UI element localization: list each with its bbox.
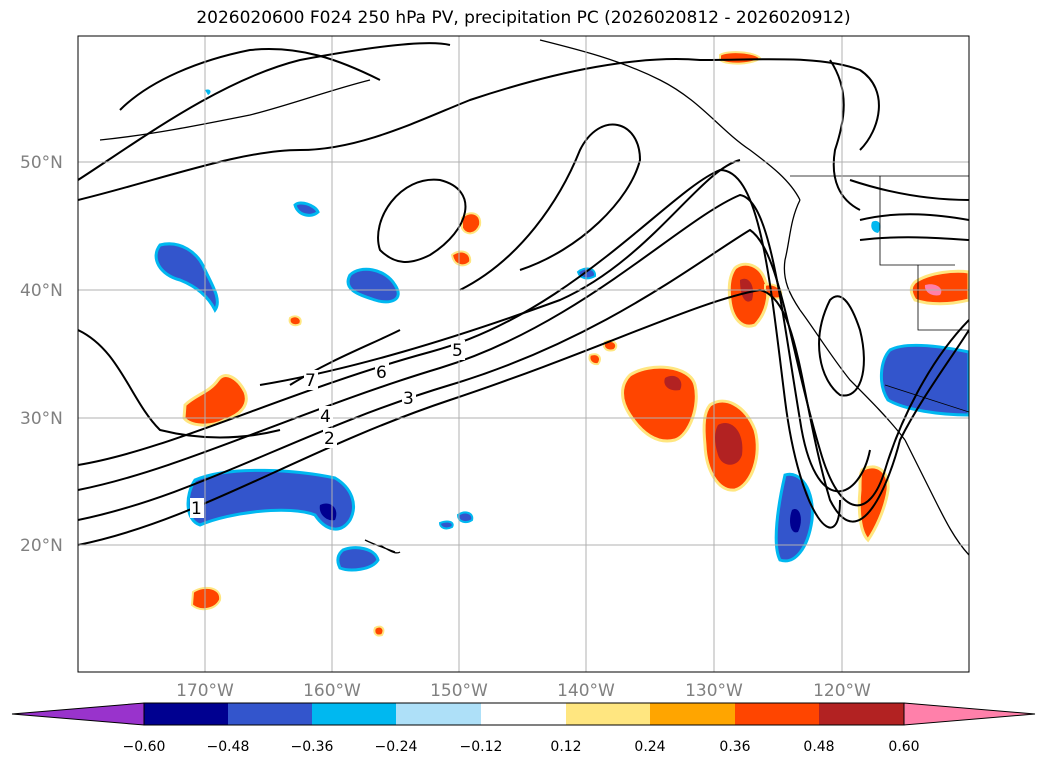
colorbar-ticks: −0.60 −0.48 −0.36 −0.24 −0.12 0.12 0.24 … <box>123 739 920 755</box>
state-borders <box>790 175 969 413</box>
pos-blob-3 <box>461 212 482 235</box>
colorbar-bin-3 <box>312 703 397 725</box>
neg-blob-small-1 <box>438 520 454 530</box>
cb-tick-5: −0.12 <box>460 739 503 755</box>
pv-contour-7-loop <box>377 178 467 263</box>
map-area <box>78 36 969 672</box>
map-title: 2026020600 F024 250 hPa PV, precipitatio… <box>196 8 851 28</box>
pv-contour-west-loop <box>78 329 281 439</box>
pos-blob-2 <box>288 315 302 327</box>
neg-blob-small-2 <box>456 511 474 524</box>
gridlines <box>78 36 969 672</box>
cb-tick-4: −0.24 <box>375 739 418 755</box>
contour-label-2: 2 <box>324 429 335 449</box>
colorbar-bin-8 <box>735 703 820 725</box>
lon-label-160w: 160°W <box>303 681 361 701</box>
pv-contour-trough-inner <box>818 295 865 397</box>
pv-contour-ne-3 <box>829 59 861 211</box>
cb-tick-7: 0.24 <box>634 739 665 755</box>
contour-label-4: 4 <box>320 407 331 427</box>
hawaii-islands <box>364 539 401 554</box>
pos-blob-central-core <box>664 375 682 391</box>
pos-blob-small <box>373 625 385 637</box>
colorbar-bin-2 <box>228 703 313 725</box>
lon-label-130w: 130°W <box>685 681 743 701</box>
pv-contour-east-2 <box>859 236 969 241</box>
precip-positive-areas <box>182 51 969 637</box>
contour-label-7: 7 <box>305 371 316 391</box>
pv-contour-east-1 <box>859 213 969 221</box>
pv-contour-north-2 <box>78 58 880 201</box>
coastlines <box>99 39 969 556</box>
pv-contour-north-3 <box>119 48 381 111</box>
pv-contour-3 <box>78 228 969 521</box>
baja-coast <box>904 439 969 556</box>
lon-label-140w: 140°W <box>557 681 615 701</box>
interior-border-2 <box>917 265 969 331</box>
us-mexico-border <box>884 384 969 413</box>
pos-blob-baja-south <box>857 465 890 543</box>
pv-contour-2 <box>78 288 969 546</box>
cb-tick-9: 0.48 <box>803 739 834 755</box>
cb-tick-1: −0.60 <box>123 739 166 755</box>
contour-label-6: 6 <box>376 363 387 383</box>
pos-blob-east-core <box>715 423 743 465</box>
neg-blob-small-5 <box>205 89 211 95</box>
pos-blob-1 <box>182 374 248 427</box>
cb-tick-8: 0.36 <box>719 739 750 755</box>
colorbar-bin-7 <box>650 703 735 725</box>
pv-contour-5 <box>78 168 841 529</box>
latitude-labels: 50°N 40°N 30°N 20°N <box>20 153 63 556</box>
neg-blob-small-4 <box>871 220 881 233</box>
cb-tick-6: 0.12 <box>550 739 581 755</box>
pv-contour-7-west <box>289 329 401 386</box>
neg-blob-hawaii <box>336 546 380 572</box>
pv-contour-7-east <box>459 123 642 291</box>
lat-label-40n: 40°N <box>20 281 63 301</box>
lon-label-120w: 120°W <box>813 681 871 701</box>
lat-label-30n: 30°N <box>20 409 63 429</box>
neg-blob-subtropical <box>186 468 355 531</box>
neg-blob-west <box>154 242 219 313</box>
colorbar-bin-5 <box>481 703 566 725</box>
pv-contour-6 <box>259 159 741 386</box>
california-coast <box>799 309 906 441</box>
pos-blob-4 <box>450 250 472 267</box>
colorbar-bin-9 <box>819 703 904 725</box>
lon-label-150w: 150°W <box>430 681 488 701</box>
pos-blob-7 <box>588 353 601 366</box>
pv-contour-outer-north <box>78 42 451 181</box>
pv-contour-east-arc <box>849 179 969 201</box>
colorbar-bin-4 <box>396 703 481 725</box>
colorbar <box>11 702 1036 726</box>
bc-coast <box>783 199 801 311</box>
contour-label-5: 5 <box>452 341 463 361</box>
pv-contour-4 <box>78 193 871 493</box>
colorbar-bin-6 <box>566 703 651 725</box>
map-border <box>77 35 970 673</box>
lat-label-50n: 50°N <box>20 153 63 173</box>
contour-label-1: 1 <box>191 499 202 519</box>
colorbar-high-extend <box>904 703 1035 725</box>
colorbar-bin-1 <box>144 703 229 725</box>
interior-border-1 <box>879 176 955 266</box>
cb-tick-2: −0.48 <box>207 739 250 755</box>
neg-blob-155w <box>346 267 400 304</box>
neg-blob-baja-core <box>790 509 801 533</box>
lon-label-170w: 170°W <box>176 681 234 701</box>
colorbar-low-extend <box>11 702 145 726</box>
longitude-labels: 170°W 160°W 150°W 140°W 130°W 120°W <box>176 681 871 701</box>
lat-label-20n: 20°N <box>20 536 63 556</box>
cb-tick-3: −0.36 <box>291 739 334 755</box>
pv-contours <box>78 42 969 546</box>
cb-tick-10: 0.60 <box>888 739 919 755</box>
pv-contour-labels: 1 2 3 4 5 6 7 <box>190 340 465 519</box>
pos-blob-5 <box>719 51 762 65</box>
neg-blob-161w <box>293 201 320 217</box>
pos-blob-south <box>190 586 222 611</box>
alaska-coast <box>539 39 801 201</box>
contour-label-3: 3 <box>403 389 414 409</box>
